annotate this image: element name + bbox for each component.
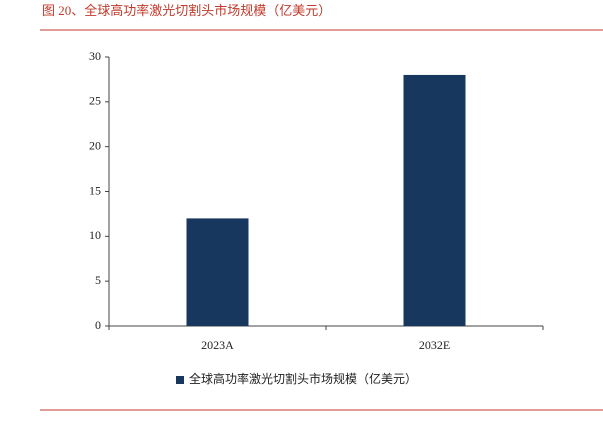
y-tick-label: 20 — [89, 138, 101, 152]
y-tick-label: 0 — [95, 318, 101, 332]
x-tick-label: 2023A — [201, 338, 234, 352]
y-tick-label: 10 — [89, 228, 101, 242]
y-tick-label: 25 — [89, 94, 101, 108]
x-tick-label: 2032E — [419, 338, 450, 352]
y-tick-label: 30 — [89, 49, 101, 63]
y-tick-label: 5 — [95, 273, 101, 287]
y-tick-label: 15 — [89, 183, 101, 197]
chart-title: 图 20、全球高功率激光切割头市场规模（亿美元） — [42, 3, 331, 18]
bar — [186, 218, 249, 326]
bar — [403, 74, 466, 326]
legend-label: 全球高功率激光切割头市场规模（亿美元） — [189, 371, 417, 386]
legend-swatch — [176, 376, 184, 384]
